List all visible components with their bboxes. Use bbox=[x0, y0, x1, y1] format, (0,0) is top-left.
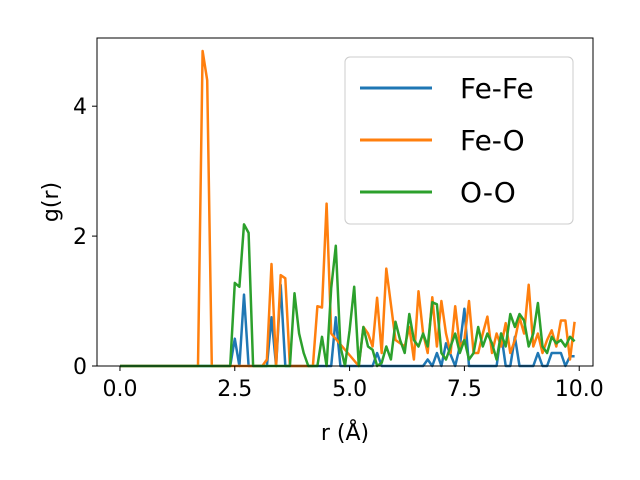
x-tick-label: 7.5 bbox=[447, 377, 482, 402]
series-line-fe-o bbox=[120, 49, 576, 368]
x-tick-label: 10.0 bbox=[555, 377, 604, 402]
x-axis-label: r (Å) bbox=[321, 419, 369, 446]
x-tick-label: 0.0 bbox=[102, 377, 137, 402]
x-tick-label: 2.5 bbox=[217, 377, 252, 402]
y-tick-label: 4 bbox=[73, 95, 87, 120]
legend: Fe-Fe Fe-O O-O bbox=[344, 56, 574, 225]
legend-label-fe-fe: Fe-Fe bbox=[460, 72, 534, 105]
legend-label-fe-o: Fe-O bbox=[460, 124, 525, 157]
y-tick-label: 0 bbox=[73, 355, 87, 380]
axis-layer: 0.0 2.5 5.0 7.5 10.0 0 2 4 bbox=[73, 95, 604, 402]
plot-frame bbox=[96, 37, 594, 367]
y-tick-label: 2 bbox=[73, 225, 87, 250]
legend-box bbox=[344, 56, 574, 225]
y-axis-label: g(r) bbox=[39, 182, 64, 222]
legend-label-o-o: O-O bbox=[460, 176, 516, 209]
x-tick-label: 5.0 bbox=[332, 377, 367, 402]
